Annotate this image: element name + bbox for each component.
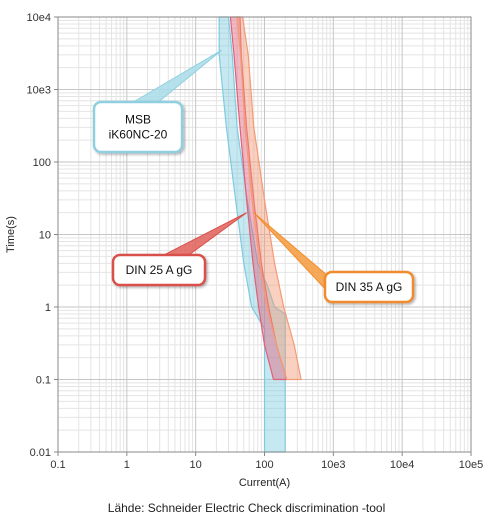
plot-axes: 0.1 1 10 100 10e3 10e4 10e50.010.111010010e310…: [5, 12, 483, 489]
callout-box: [111, 253, 207, 287]
callout-label: iK60NC-20: [109, 128, 168, 142]
y-tick-label: 100: [33, 157, 51, 169]
x-tick-label: 10e3: [321, 459, 345, 471]
y-tick-label: 0.1: [36, 375, 51, 387]
callout-din25: DIN 25 A gG: [111, 212, 247, 287]
x-tick-label: 0.1: [50, 459, 65, 471]
x-tick-label: 100: [255, 459, 273, 471]
callout-box: [92, 100, 184, 154]
y-tick-label: 10: [39, 230, 51, 242]
y-tick-label: 10e4: [27, 12, 51, 24]
callout-label: MSB: [125, 113, 151, 127]
x-axis-title: Current(A): [239, 477, 290, 489]
y-tick-label: 0.01: [30, 447, 51, 459]
y-tick-label: 1: [45, 302, 51, 314]
y-tick-label: 10e3: [27, 85, 51, 97]
callout-din35: DIN 35 A gG: [253, 212, 415, 304]
curve-bands: [218, 16, 302, 453]
callout-label: DIN 35 A gG: [336, 280, 403, 294]
x-tick-label: 1: [124, 459, 130, 471]
callout-box: [323, 270, 415, 304]
curve-band-3: [236, 16, 302, 381]
x-tick-label: 10e4: [390, 459, 414, 471]
source-note: Lähde: Schneider Electric Check discrimi…: [107, 501, 386, 515]
curve-band-1: [218, 16, 286, 453]
x-tick-label: 10e5: [459, 459, 483, 471]
callout-label: DIN 25 A gG: [126, 263, 193, 277]
y-axis-title: Time(s): [5, 216, 17, 253]
x-tick-label: 10: [190, 459, 202, 471]
